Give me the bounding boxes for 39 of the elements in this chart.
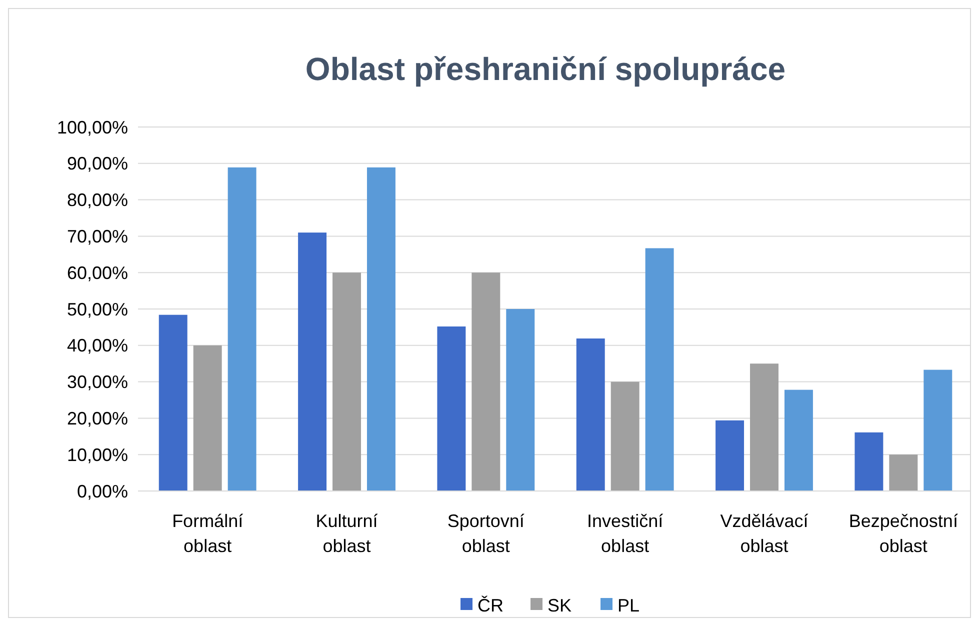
x-tick-label: Formální oblast [172,511,244,556]
bar [924,370,952,491]
bar [645,248,674,491]
bar [298,232,327,491]
y-tick-label: 20,00% [66,408,128,428]
x-tick-label: Vzdělávací oblast [720,511,808,556]
bar [784,390,813,491]
bar [610,382,640,491]
y-tick-label: 70,00% [66,226,128,246]
bar [472,272,500,491]
y-tick-label: 30,00% [66,372,128,392]
legend-label: SK [548,595,572,616]
legend-label: ČR [478,595,504,616]
bar [750,364,778,491]
x-tick-label: Kulturní oblast [316,511,378,556]
y-tick-label: 60,00% [66,262,128,283]
y-tick-label: 0,00% [76,481,128,502]
y-tick-label: 80,00% [66,190,128,210]
y-tick-label: 100,00% [56,117,128,138]
x-tick-label: Investiční oblast [587,511,664,556]
bar [193,345,222,491]
y-tick-label: 50,00% [66,299,128,320]
chart-title: Oblast přeshraniční spolupráce [305,51,786,87]
x-tick-label: Sportovní oblast [447,511,524,556]
bar [854,432,884,491]
bar [716,420,744,491]
x-tick-label: Bezpečnostní oblast [848,511,958,556]
bar [506,309,535,491]
bar [158,314,188,491]
bar [366,167,396,491]
bar [576,338,605,491]
y-tick-label: 10,00% [66,444,128,465]
bar [889,454,918,491]
legend-label: PL [618,595,640,616]
y-tick-label: 40,00% [66,336,128,356]
bar [437,326,466,491]
bar [228,167,256,491]
y-tick-label: 90,00% [66,154,128,174]
bar [332,272,361,491]
